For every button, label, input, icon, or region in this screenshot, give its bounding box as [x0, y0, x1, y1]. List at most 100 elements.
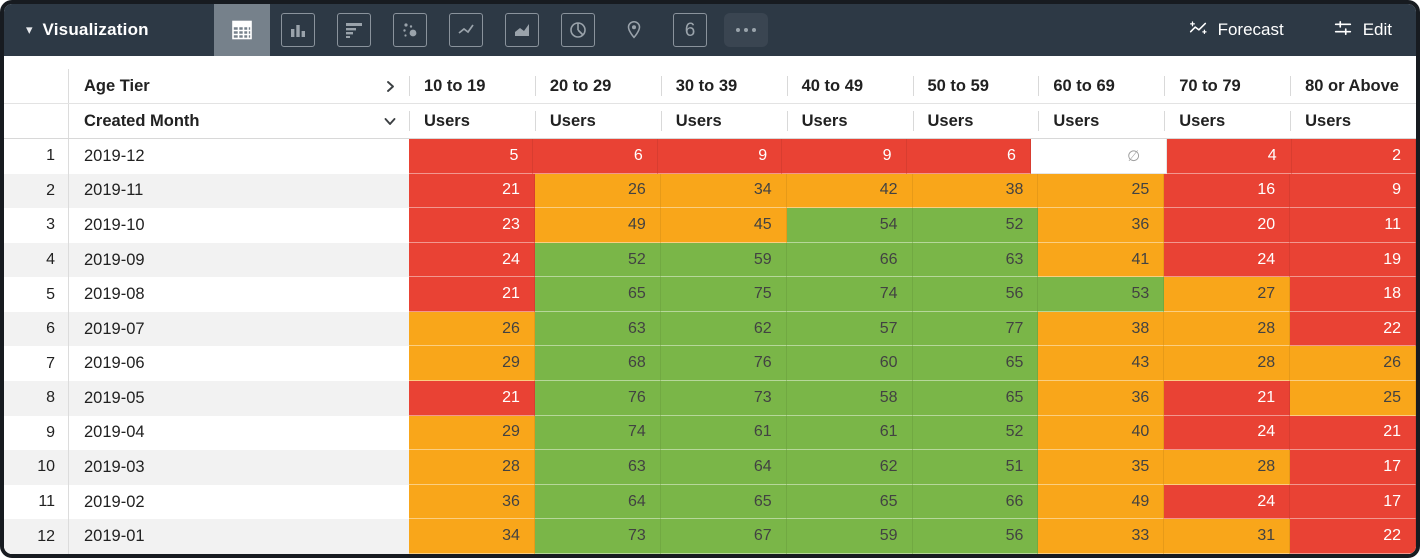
data-cell[interactable]: 9	[1290, 173, 1416, 209]
visualization-section-toggle[interactable]: ▾ Visualization	[4, 4, 214, 56]
data-cell[interactable]: 76	[534, 381, 661, 416]
data-cell[interactable]: 38	[912, 173, 1039, 209]
data-cell[interactable]: 5	[409, 139, 534, 174]
data-cell[interactable]: 6	[906, 139, 1031, 174]
data-cell[interactable]: 17	[1290, 450, 1416, 485]
age-tier-header[interactable]: Age Tier	[68, 69, 409, 103]
viz-type-single-value[interactable]: 6	[662, 4, 718, 56]
data-cell[interactable]: 40	[1038, 415, 1165, 451]
data-cell[interactable]: 54	[786, 208, 913, 243]
data-cell[interactable]: 34	[660, 173, 787, 209]
data-cell[interactable]: 56	[912, 277, 1039, 312]
viz-type-area-chart[interactable]	[494, 4, 550, 56]
data-cell[interactable]: 2	[1291, 139, 1416, 174]
viz-type-line-chart[interactable]	[438, 4, 494, 56]
data-cell[interactable]: 28	[1164, 311, 1291, 347]
month-cell[interactable]: 2019-02	[68, 484, 409, 520]
data-cell[interactable]: 26	[1290, 346, 1416, 382]
data-cell[interactable]: 66	[912, 484, 1039, 520]
data-cell[interactable]: 19	[1290, 242, 1416, 278]
tier-header-7[interactable]: 70 to 79	[1164, 69, 1290, 103]
edit-button[interactable]: Edit	[1308, 4, 1416, 56]
data-cell[interactable]: 21	[1164, 381, 1291, 416]
data-cell[interactable]: 73	[534, 519, 661, 554]
data-cell[interactable]: 16	[1164, 173, 1291, 209]
data-cell[interactable]: 18	[1290, 277, 1416, 312]
data-cell[interactable]: 63	[534, 450, 661, 485]
viz-type-scatter-plot[interactable]	[382, 4, 438, 56]
created-month-header[interactable]: Created Month	[68, 104, 409, 138]
data-cell[interactable]: 65	[912, 346, 1039, 382]
users-header-6[interactable]: Users	[1038, 104, 1164, 138]
data-cell[interactable]: 6	[533, 139, 658, 174]
month-cell[interactable]: 2019-11	[68, 173, 409, 209]
users-header-4[interactable]: Users	[786, 104, 913, 138]
data-cell[interactable]: 65	[660, 484, 787, 520]
month-cell[interactable]: 2019-05	[68, 381, 409, 416]
data-cell[interactable]: 28	[409, 450, 535, 485]
data-cell[interactable]: 57	[786, 311, 913, 347]
data-cell[interactable]: 52	[534, 242, 661, 278]
data-cell[interactable]: 29	[409, 415, 535, 451]
data-cell[interactable]: 64	[534, 484, 661, 520]
data-cell[interactable]: 43	[1038, 346, 1165, 382]
data-cell[interactable]: 49	[1038, 484, 1165, 520]
data-cell[interactable]: 52	[912, 208, 1039, 243]
data-cell[interactable]: 67	[660, 519, 787, 554]
data-cell[interactable]: 24	[1164, 242, 1291, 278]
data-cell[interactable]: 36	[1038, 208, 1165, 243]
data-cell[interactable]: 65	[786, 484, 913, 520]
data-cell[interactable]: 4	[1167, 139, 1292, 174]
data-cell[interactable]: 33	[1038, 519, 1165, 554]
data-cell[interactable]: 49	[534, 208, 661, 243]
data-cell[interactable]: 29	[409, 346, 535, 382]
data-cell[interactable]: 51	[912, 450, 1039, 485]
data-cell[interactable]: 58	[786, 381, 913, 416]
data-cell[interactable]: 77	[912, 311, 1039, 347]
month-cell[interactable]: 2019-03	[68, 450, 409, 485]
data-cell[interactable]: 22	[1290, 519, 1416, 554]
data-cell[interactable]: 62	[786, 450, 913, 485]
data-cell[interactable]: 74	[786, 277, 913, 312]
data-cell[interactable]: 20	[1164, 208, 1291, 243]
month-cell[interactable]: 2019-09	[68, 242, 409, 278]
viz-type-pie-chart[interactable]	[550, 4, 606, 56]
data-cell[interactable]: 21	[409, 277, 535, 312]
data-cell[interactable]: 74	[534, 415, 661, 451]
users-header-8[interactable]: Users	[1290, 104, 1416, 138]
data-cell[interactable]: 59	[660, 242, 787, 278]
data-cell[interactable]: 11	[1290, 208, 1416, 243]
tier-header-3[interactable]: 30 to 39	[660, 69, 787, 103]
viz-type-column-chart[interactable]	[270, 4, 326, 56]
tier-header-1[interactable]: 10 to 19	[409, 69, 535, 103]
users-header-7[interactable]: Users	[1164, 104, 1290, 138]
data-cell[interactable]: 28	[1164, 450, 1291, 485]
data-cell[interactable]: 24	[409, 242, 535, 278]
viz-type-more[interactable]	[718, 4, 774, 56]
data-cell[interactable]: ∅	[1030, 139, 1168, 174]
data-cell[interactable]: 35	[1038, 450, 1165, 485]
data-cell[interactable]: 53	[1038, 277, 1165, 312]
month-cell[interactable]: 2019-04	[68, 415, 409, 451]
month-cell[interactable]: 2019-06	[68, 346, 409, 382]
users-header-3[interactable]: Users	[660, 104, 787, 138]
users-header-2[interactable]: Users	[534, 104, 661, 138]
tier-header-6[interactable]: 60 to 69	[1038, 69, 1164, 103]
data-cell[interactable]: 68	[534, 346, 661, 382]
month-cell[interactable]: 2019-10	[68, 208, 409, 243]
data-cell[interactable]: 41	[1038, 242, 1165, 278]
tier-header-8[interactable]: 80 or Above	[1290, 69, 1416, 103]
data-cell[interactable]: 24	[1164, 415, 1291, 451]
data-cell[interactable]: 25	[1038, 173, 1165, 209]
tier-header-4[interactable]: 40 to 49	[786, 69, 913, 103]
data-cell[interactable]: 27	[1164, 277, 1291, 312]
data-cell[interactable]: 28	[1164, 346, 1291, 382]
data-cell[interactable]: 21	[1290, 415, 1416, 451]
data-cell[interactable]: 24	[1164, 484, 1291, 520]
viz-type-bar-chart[interactable]	[326, 4, 382, 56]
data-cell[interactable]: 64	[660, 450, 787, 485]
data-cell[interactable]: 65	[912, 381, 1039, 416]
data-cell[interactable]: 76	[660, 346, 787, 382]
viz-type-map[interactable]	[606, 4, 662, 56]
tier-header-5[interactable]: 50 to 59	[912, 69, 1039, 103]
